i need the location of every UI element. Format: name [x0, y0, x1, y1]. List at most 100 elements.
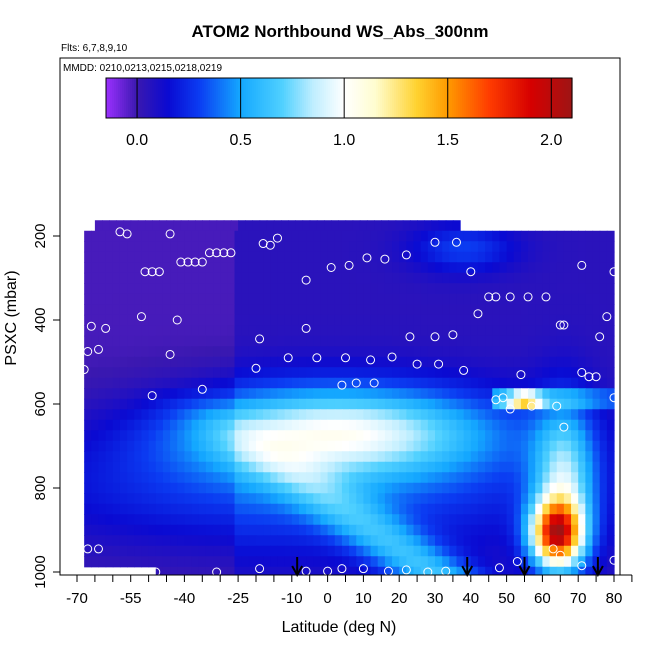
heatmap-cell: [227, 451, 236, 463]
heatmap-cell: [535, 503, 543, 515]
heatmap-cell: [406, 304, 415, 316]
heatmap-cell: [341, 514, 350, 526]
heatmap-cell: [256, 293, 264, 305]
heatmap-cell: [191, 262, 200, 274]
heatmap-cell: [599, 503, 608, 515]
heatmap-cell: [341, 283, 350, 295]
heatmap-cell: [119, 314, 128, 326]
heatmap-cell: [234, 262, 243, 274]
heatmap-cell: [492, 304, 501, 316]
heatmap-cell: [370, 514, 379, 526]
heatmap-cell: [585, 398, 594, 410]
heatmap-cell: [499, 272, 508, 284]
heatmap-cell: [470, 451, 479, 463]
heatmap-cell: [141, 272, 150, 284]
colorbar-strip: [224, 78, 227, 118]
heatmap-cell: [377, 367, 386, 379]
heatmap-cell: [284, 325, 293, 337]
heatmap-cell: [563, 409, 572, 421]
heatmap-cell: [392, 356, 400, 368]
heatmap-cell: [356, 409, 364, 421]
heatmap-cell: [302, 220, 311, 232]
heatmap-cell: [513, 251, 522, 263]
heatmap-cell: [320, 461, 329, 473]
heatmap-cell: [105, 293, 114, 305]
heatmap-cell: [549, 566, 558, 575]
heatmap-cell: [427, 346, 436, 358]
colorbar-strip: [288, 78, 291, 118]
heatmap-cell: [384, 472, 393, 484]
heatmap-cell: [184, 545, 193, 557]
heatmap-cell: [599, 304, 608, 316]
heatmap-cell: [119, 461, 128, 473]
x-tick-label: -70: [66, 590, 88, 607]
heatmap-cell: [399, 314, 407, 326]
heatmap-cell: [399, 293, 407, 305]
heatmap-cell: [291, 409, 300, 421]
heatmap-cell: [599, 430, 608, 442]
heatmap-cell: [363, 535, 372, 547]
colorbar-strip: [350, 78, 353, 118]
heatmap-cell: [298, 514, 307, 526]
heatmap-cell: [449, 482, 458, 494]
x-tick-label: -55: [120, 590, 142, 607]
heatmap-cell: [145, 220, 153, 232]
observation-point: [212, 248, 222, 258]
heatmap-cell: [162, 377, 171, 389]
heatmap-cell: [492, 440, 501, 452]
heatmap-cell: [549, 356, 558, 368]
heatmap-cell: [463, 388, 472, 400]
heatmap-cell: [485, 409, 493, 421]
heatmap-cell: [334, 535, 343, 547]
heatmap-cell: [205, 325, 214, 337]
heatmap-cell: [413, 451, 422, 463]
heatmap-cell: [485, 377, 493, 389]
heatmap-cell: [341, 304, 350, 316]
heatmap-cell: [571, 440, 579, 452]
heatmap-cell: [528, 272, 536, 284]
heatmap-cell: [284, 241, 293, 253]
heatmap-cell: [334, 262, 343, 274]
heatmap-cell: [256, 493, 264, 505]
heatmap-cell: [227, 472, 236, 484]
heatmap-cell: [98, 346, 107, 358]
colorbar-strip: [376, 78, 379, 118]
heatmap-cell: [513, 472, 522, 484]
heatmap-cell: [406, 461, 415, 473]
heatmap-cell: [270, 262, 279, 274]
heatmap-cell: [377, 314, 386, 326]
heatmap-cell: [91, 388, 100, 400]
heatmap-cell: [556, 283, 565, 295]
heatmap-cell: [470, 535, 479, 547]
heatmap-cell: [556, 346, 565, 358]
heatmap-cell: [363, 230, 372, 242]
heatmap-cell: [520, 346, 529, 358]
heatmap-cell: [341, 503, 350, 515]
heatmap-cell: [256, 545, 264, 557]
heatmap-cell: [349, 241, 357, 253]
heatmap-cell: [119, 535, 128, 547]
heatmap-cell: [270, 524, 279, 536]
heatmap-cell: [520, 461, 529, 473]
heatmap-cell: [241, 493, 250, 505]
heatmap-cell: [463, 314, 472, 326]
heatmap-cell: [420, 440, 429, 452]
colorbar-strip: [244, 78, 247, 118]
y-tick-label: 200: [32, 223, 49, 248]
heatmap-cell: [384, 556, 393, 568]
heatmap-cell: [105, 472, 114, 484]
heatmap-cell: [420, 503, 429, 515]
heatmap-cell: [599, 482, 608, 494]
heatmap-cell: [148, 398, 157, 410]
heatmap-cell: [227, 346, 236, 358]
heatmap-cell: [392, 283, 400, 295]
heatmap-cell: [291, 241, 300, 253]
heatmap-cell: [356, 556, 364, 568]
heatmap-cell: [406, 430, 415, 442]
heatmap-cell: [599, 524, 608, 536]
heatmap-cell: [463, 430, 472, 442]
heatmap-cell: [248, 377, 257, 389]
heatmap-cell: [198, 304, 207, 316]
heatmap-cell: [442, 419, 450, 431]
heatmap-cell: [456, 493, 465, 505]
